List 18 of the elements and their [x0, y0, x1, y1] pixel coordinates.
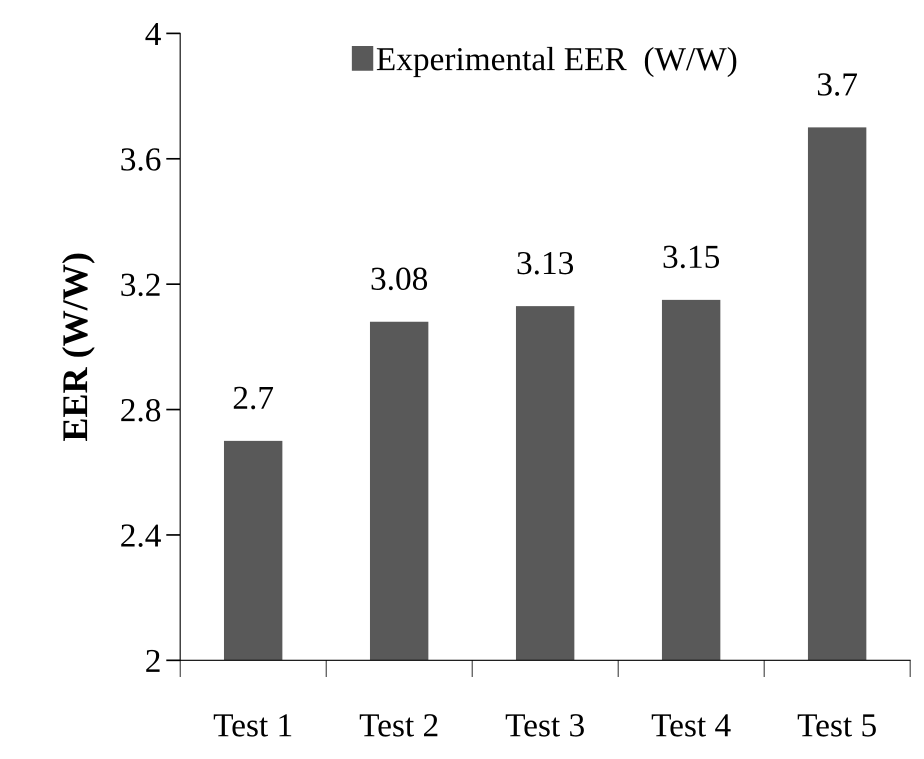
y-tick-label: 2 — [146, 650, 160, 672]
data-label: 3.7 — [818, 73, 858, 96]
legend-label: Experimental EER (W/W) — [376, 46, 736, 78]
x-tick-label: Test 2 — [360, 714, 438, 737]
y-tick-label: 3.6 — [121, 148, 160, 171]
data-label: 3.13 — [518, 252, 574, 274]
x-tick-label: Test 1 — [214, 714, 292, 737]
x-tick-label: Test 5 — [798, 714, 876, 737]
y-tick-label: 2.4 — [121, 524, 161, 547]
y-tick-label: 3.2 — [121, 274, 160, 296]
data-label: 2.7 — [234, 386, 274, 410]
y-tick-label: 2.8 — [121, 398, 160, 422]
data-label: 3.15 — [664, 246, 720, 268]
data-label: 3.08 — [372, 268, 428, 290]
y-tick-label: 4 — [145, 23, 161, 45]
x-tick-label: Test 3 — [506, 714, 584, 737]
x-tick-label: Test 4 — [652, 714, 731, 737]
y-axis-title: EER (W/W) — [62, 254, 95, 442]
